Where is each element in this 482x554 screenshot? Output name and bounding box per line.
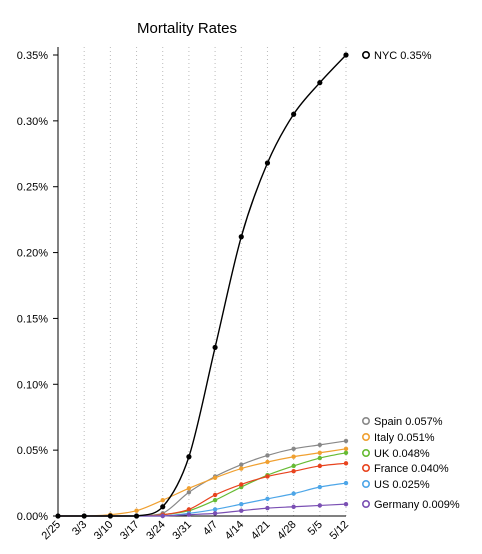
point-france	[343, 461, 349, 466]
point-uk	[317, 455, 323, 461]
point-us	[212, 507, 218, 512]
point-germany	[343, 501, 349, 507]
point-italy	[265, 459, 270, 465]
point-uk	[343, 450, 349, 455]
point-italy	[317, 450, 323, 455]
point-germany	[160, 513, 165, 519]
x-tick-label: 3/10	[92, 519, 116, 543]
legend-label-nyc: NYC 0.35%	[374, 50, 432, 62]
point-italy	[160, 497, 165, 503]
x-tick-label: 3/17	[118, 519, 142, 543]
point-us	[239, 501, 244, 507]
point-france	[317, 463, 323, 469]
legend-layer: NYC 0.35% Spain 0.057% Italy 0.051% UK 0.04…	[361, 50, 460, 511]
legend-marker-germany	[361, 499, 370, 508]
grid-layer	[83, 47, 347, 516]
point-spain	[265, 453, 270, 458]
point-france	[239, 482, 244, 487]
point-spain	[317, 442, 323, 448]
point-nyc	[81, 513, 87, 519]
point-italy	[212, 475, 218, 481]
point-spain	[186, 490, 192, 495]
series-layer	[55, 52, 349, 519]
point-germany	[186, 512, 192, 517]
x-tick-label: 3/3	[70, 519, 89, 538]
x-tick-label: 4/28	[275, 519, 299, 543]
legend-label-italy: Italy 0.051%	[374, 432, 435, 444]
point-us	[343, 480, 349, 486]
point-nyc	[212, 344, 218, 351]
point-france	[265, 474, 270, 479]
legend-marker-uk	[361, 448, 370, 457]
point-italy	[239, 466, 244, 471]
y-tick-label: 0.00%	[17, 511, 48, 523]
x-tick-label: 3/31	[170, 519, 194, 543]
point-germany	[212, 511, 218, 516]
point-uk	[212, 497, 218, 503]
legend-marker-nyc	[361, 50, 370, 59]
legend-label-spain: Spain 0.057%	[374, 416, 443, 428]
point-spain	[343, 438, 349, 444]
point-italy	[343, 446, 349, 452]
series-line-us	[57, 482, 347, 517]
point-italy	[134, 508, 139, 513]
y-tick-label: 0.30%	[17, 116, 48, 128]
point-nyc	[107, 513, 113, 519]
point-france	[186, 507, 192, 512]
legend-marker-italy	[361, 432, 370, 441]
point-germany	[239, 508, 244, 513]
x-tick-label: 5/12	[327, 519, 351, 543]
legend-marker-france	[361, 463, 370, 472]
series-line-france	[57, 462, 347, 517]
legend-marker-spain	[361, 416, 370, 425]
y-tick-label: 0.15%	[17, 313, 48, 325]
y-tick-label: 0.10%	[17, 379, 48, 391]
point-nyc	[55, 513, 61, 519]
point-germany	[317, 503, 323, 508]
x-tick-label: 4/7	[201, 519, 220, 538]
point-nyc	[133, 513, 140, 519]
point-nyc	[264, 160, 271, 166]
point-italy	[291, 454, 296, 459]
point-germany	[265, 505, 270, 511]
point-us	[291, 491, 296, 496]
legend-label-uk: UK 0.048%	[374, 448, 430, 460]
legend-marker-us	[361, 479, 370, 488]
point-france	[291, 469, 296, 474]
point-france	[212, 492, 218, 498]
y-tick-label: 0.05%	[17, 445, 48, 457]
y-tick-label: 0.25%	[17, 182, 48, 194]
series-line-spain	[57, 440, 347, 517]
point-nyc	[186, 454, 192, 460]
point-uk	[291, 463, 296, 469]
point-nyc	[160, 504, 166, 510]
point-spain	[291, 446, 296, 452]
point-spain	[239, 462, 244, 467]
legend-label-france: France 0.040%	[374, 463, 449, 475]
x-tick-label: 4/14	[223, 519, 247, 543]
legend-label-us: US 0.025%	[374, 479, 430, 491]
point-us	[317, 484, 323, 490]
point-nyc	[317, 80, 323, 86]
x-tick-label: 5/5	[306, 519, 325, 538]
legend-label-germany: Germany 0.009%	[374, 499, 460, 511]
point-germany	[291, 504, 296, 509]
point-nyc	[238, 234, 244, 240]
y-tick-label: 0.20%	[17, 248, 48, 260]
point-italy	[186, 486, 192, 491]
x-tick-label: 3/24	[144, 519, 168, 543]
x-tick-label: 4/21	[249, 519, 273, 543]
point-nyc	[291, 111, 297, 117]
chart-title: Mortality Rates	[137, 20, 237, 37]
point-us	[265, 496, 270, 502]
y-tick-label: 0.35%	[17, 50, 48, 62]
axis-layer: 0.00% 0.05% 0.10% 0.15% 0.20% 0.25% 0.30% 0.35%…	[17, 47, 351, 542]
point-nyc	[343, 52, 349, 58]
